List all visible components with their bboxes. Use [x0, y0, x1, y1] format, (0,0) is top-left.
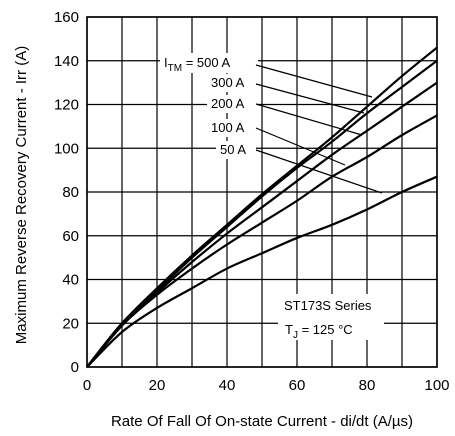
label-mask-50	[216, 141, 256, 159]
y-tick-label: 60	[62, 228, 79, 245]
curve-label-500: ITM = 500 A	[164, 55, 230, 74]
plot-frame	[86, 16, 438, 368]
x-axis-label: Rate Of Fall Of On-state Current - di/dt…	[111, 413, 413, 430]
leader-line-100	[255, 127, 346, 166]
y-tick-label: 0	[71, 359, 79, 376]
x-tick-label: 0	[83, 377, 91, 394]
y-tick-label: 40	[62, 272, 79, 289]
series-info-mask	[278, 294, 384, 340]
x-tick-label: 60	[289, 377, 306, 394]
y-tick-label: 160	[54, 9, 79, 26]
x-tick-label: 100	[424, 377, 449, 394]
curve-label-50: 50 A	[220, 142, 246, 157]
y-tick-label: 120	[54, 97, 79, 114]
y-axis-label: Maximum Reverse Recovery Current - Irr (…	[13, 46, 30, 344]
y-tick-label: 140	[54, 53, 79, 70]
label-mask-100	[207, 119, 257, 137]
curves	[86, 46, 438, 368]
leader-line-200	[255, 103, 363, 136]
curve-label-300: 300 A	[211, 75, 245, 90]
series-curve-100a	[86, 114, 438, 368]
series-curve-300a	[86, 59, 438, 368]
y-tick-label: 100	[54, 140, 79, 157]
series-title: ST173S Series	[284, 298, 372, 313]
leader-line-300	[255, 83, 365, 114]
y-tick-label: 20	[62, 315, 79, 332]
y-tick-label: 80	[62, 184, 79, 201]
leader-line-500	[255, 64, 373, 98]
leader-line-50	[255, 149, 383, 194]
label-mask-300	[207, 74, 257, 92]
label-mask-200	[207, 95, 257, 113]
series-curve-50a	[86, 175, 438, 368]
x-tick-label: 80	[359, 377, 376, 394]
curve-label-100: 100 A	[211, 120, 245, 135]
annotations: ITM = 500 A 300 A 200 A 100 A 50 A ST173…	[160, 53, 384, 341]
x-tick-label: 40	[219, 377, 236, 394]
label-mask-500	[160, 53, 258, 73]
grid	[86, 16, 438, 368]
junction-temp: TJ = 125 °C	[285, 322, 353, 341]
x-tick-label: 20	[149, 377, 166, 394]
series-curve-500a	[86, 46, 438, 368]
curve-label-200: 200 A	[211, 96, 245, 111]
tick-labels: 0 20 40 60 80 100 0 20 40 60 80 100 120 140 160	[54, 9, 450, 394]
